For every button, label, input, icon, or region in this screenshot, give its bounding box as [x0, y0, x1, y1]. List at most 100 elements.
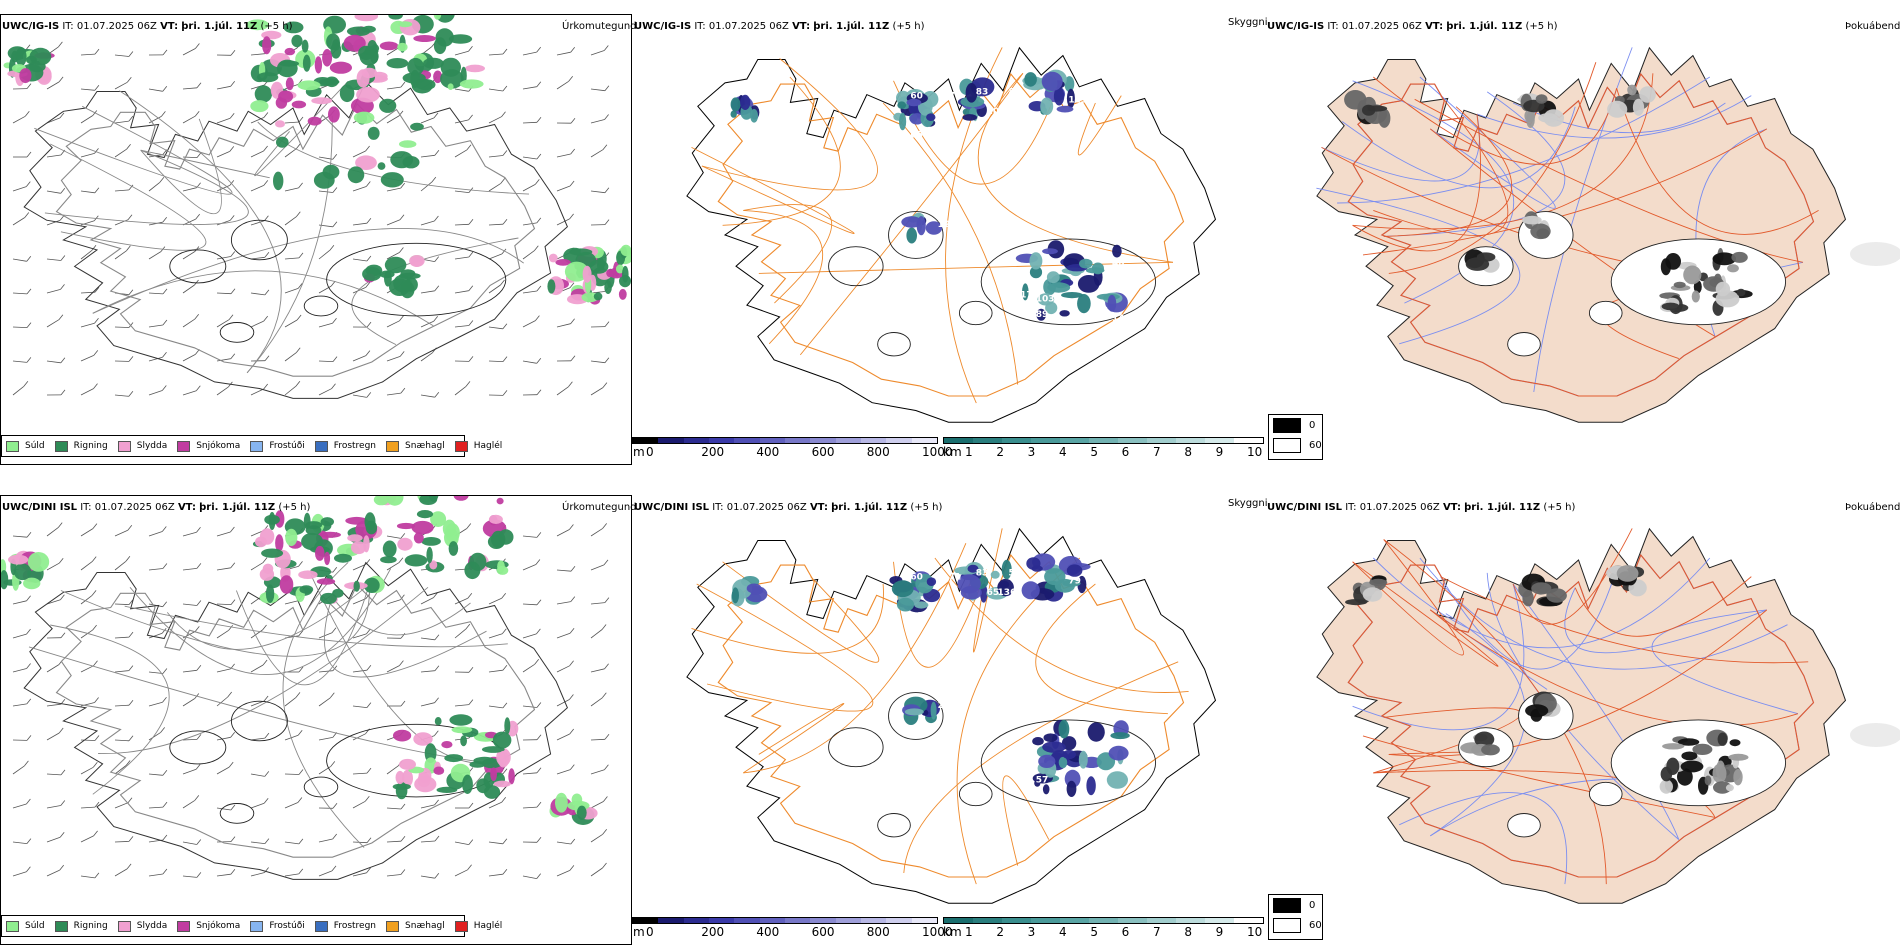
- wind-barb-feather: [400, 869, 406, 875]
- wind-barb: [556, 185, 571, 192]
- wind-barb: [46, 81, 60, 90]
- precip-cell: [441, 741, 453, 749]
- wind-barb-feather: [230, 599, 236, 605]
- wind-barb: [46, 190, 61, 194]
- visibility-cell: [1042, 248, 1058, 255]
- visibility-point-label: 65: [910, 131, 923, 141]
- wind-barb-feather: [162, 216, 168, 223]
- legend-item: Haglél: [454, 920, 502, 932]
- colorbar-cell: [1234, 438, 1263, 443]
- wind-barb: [114, 868, 128, 877]
- wind-barb-feather: [230, 50, 236, 56]
- road: [882, 102, 1019, 385]
- road: [722, 561, 880, 663]
- wind-barb-feather: [570, 148, 576, 155]
- wind-barb-feather: [604, 357, 610, 363]
- wind-barb: [488, 633, 503, 639]
- wind-barb: [318, 632, 333, 639]
- wind-barb-feather: [534, 179, 540, 185]
- wind-barb: [420, 637, 435, 641]
- wind-barb-feather: [502, 323, 508, 330]
- valid-time: þri. 1.júl. 11Z: [813, 21, 890, 32]
- colorbar-label: 4: [1059, 445, 1067, 459]
- wind-barb-feather: [159, 177, 165, 183]
- wind-barb-feather: [502, 702, 508, 709]
- wind-barb-feather: [365, 282, 371, 288]
- colorbar-cell: [973, 438, 1002, 443]
- road: [166, 583, 370, 650]
- legend-swatch: [454, 440, 468, 452]
- wind-barb-feather: [434, 256, 440, 262]
- wind-barb-feather: [536, 599, 542, 606]
- wind-barb: [12, 668, 27, 673]
- wind-barb: [522, 705, 537, 708]
- wind-barb: [488, 223, 504, 226]
- visibility-point-label: 51: [1008, 569, 1021, 579]
- wind-barb: [250, 256, 265, 260]
- valid-time: þri. 1.júl. 11Z: [199, 502, 276, 513]
- precip-cell: [301, 39, 309, 53]
- height-colorbar-top: 0 200 400 600 800 1000: [632, 437, 953, 459]
- wind-barb-feather: [535, 315, 540, 321]
- precip-cell: [413, 732, 433, 746]
- fog-cell: [1481, 744, 1500, 756]
- wind-barb: [148, 251, 162, 260]
- legend-item: Snjókoma: [177, 440, 240, 452]
- precip-cell: [275, 534, 284, 552]
- wind-barb-feather: [94, 735, 100, 741]
- road: [1388, 609, 1768, 757]
- precip-cell: [256, 72, 279, 83]
- wind-barb-feather: [194, 313, 200, 320]
- precip-cell: [423, 57, 444, 69]
- wind-barb: [114, 560, 127, 571]
- wind-barb: [386, 535, 401, 539]
- fog-cell: [1522, 215, 1542, 225]
- colorbar-cell: [658, 918, 684, 923]
- init-time: IT: 01.07.2025 06Z: [694, 21, 789, 32]
- colorbar-cell: [944, 918, 973, 923]
- model-name: UWC/IG-IS: [1267, 21, 1325, 32]
- wind-barb: [216, 117, 231, 124]
- wind-barb-feather: [502, 390, 508, 396]
- wind-barb: [454, 325, 469, 328]
- colorbar-cell: [633, 438, 659, 443]
- precip-cell: [255, 536, 267, 548]
- precip-cell: [469, 761, 486, 768]
- wind-barb: [420, 352, 433, 362]
- glacier: [1507, 332, 1541, 357]
- precip-cell: [404, 554, 428, 567]
- colorbar-label: 8: [1184, 925, 1192, 939]
- road: [1352, 73, 1654, 230]
- colorbar-label: 3: [1027, 925, 1036, 939]
- precip-cell: [380, 556, 397, 564]
- wind-barb: [318, 322, 333, 328]
- visibility-cell: [1058, 719, 1070, 739]
- visibility-cell: [1041, 71, 1063, 91]
- wind-barb-feather: [502, 768, 508, 775]
- fog-legend-swatch: [1273, 917, 1301, 933]
- wind-barb-feather: [196, 872, 202, 878]
- road: [92, 228, 524, 314]
- legend-label: Slydda: [136, 441, 168, 451]
- fog-cell: [1666, 757, 1680, 775]
- wind-barb-feather: [127, 797, 133, 803]
- wind-barb-feather: [26, 322, 32, 328]
- wind-barb: [556, 80, 569, 90]
- precip-cell: [275, 120, 285, 128]
- lead-time: (+5 h): [260, 21, 293, 32]
- wind-barb: [80, 665, 94, 673]
- wind-barb-feather: [59, 112, 65, 119]
- wind-barb: [80, 806, 96, 809]
- fog-cell: [1465, 257, 1490, 271]
- wind-barb: [556, 699, 570, 707]
- wind-barb-feather: [125, 760, 131, 766]
- wind-barb-feather: [399, 660, 404, 666]
- visibility-point-label: 19: [910, 612, 923, 622]
- wind-barb-feather: [57, 522, 63, 528]
- precip-cell: [622, 265, 629, 283]
- wind-barb: [80, 739, 96, 741]
- fog-cell: [1474, 731, 1495, 748]
- colorbar-label: 6: [1121, 925, 1130, 939]
- height-colorbar-labels: 0 200 400 600 800 1000: [632, 924, 953, 939]
